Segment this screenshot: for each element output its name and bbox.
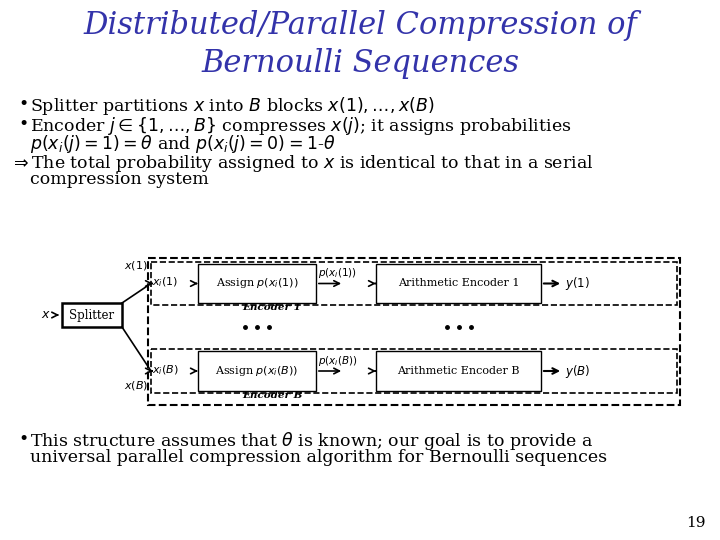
Text: Splitter: Splitter xyxy=(69,308,114,321)
Text: This structure assumes that $\theta$ is known; our goal is to provide a: This structure assumes that $\theta$ is … xyxy=(30,430,593,452)
Text: $\Rightarrow$The total probability assigned to $x$ is identical to that in a ser: $\Rightarrow$The total probability assig… xyxy=(10,153,593,174)
Text: •: • xyxy=(18,95,28,113)
Bar xyxy=(62,303,122,327)
Text: $p(x_i(B))$: $p(x_i(B))$ xyxy=(318,354,357,368)
Bar xyxy=(376,264,541,303)
Text: 19: 19 xyxy=(686,516,706,530)
Text: $x$: $x$ xyxy=(41,308,51,321)
Text: Arithmetic Encoder 1: Arithmetic Encoder 1 xyxy=(397,279,519,288)
Text: Assign $p(x_i(B))$: Assign $p(x_i(B))$ xyxy=(215,364,299,378)
Text: $x_i(B)$: $x_i(B)$ xyxy=(152,363,179,377)
Bar xyxy=(151,349,677,393)
Text: Encoder $j\in\{1,\ldots,B\}$ compresses $x(j)$; it assigns probabilities: Encoder $j\in\{1,\ldots,B\}$ compresses … xyxy=(30,115,572,137)
Text: compression system: compression system xyxy=(30,171,209,188)
Text: $x_i(1)$: $x_i(1)$ xyxy=(152,276,178,289)
Text: $y(B)$: $y(B)$ xyxy=(565,362,590,380)
Text: Bernoulli Sequences: Bernoulli Sequences xyxy=(201,48,519,79)
Text: Assign $p(x_i(1))$: Assign $p(x_i(1))$ xyxy=(216,276,298,291)
Text: Arithmetic Encoder B: Arithmetic Encoder B xyxy=(397,366,520,376)
Text: •: • xyxy=(18,115,28,133)
Text: •: • xyxy=(18,430,28,448)
Text: $p(x_i(1))$: $p(x_i(1))$ xyxy=(318,267,357,280)
Text: Encoder 1: Encoder 1 xyxy=(243,303,302,312)
Bar xyxy=(148,258,680,405)
Bar xyxy=(151,262,677,305)
Bar xyxy=(198,264,316,303)
Text: $x(B)$: $x(B)$ xyxy=(124,379,148,392)
Text: Splitter partitions $x$ into $B$ blocks $x(1),\ldots,x(B)$: Splitter partitions $x$ into $B$ blocks … xyxy=(30,95,434,117)
Bar xyxy=(376,351,541,391)
Text: Encoder B: Encoder B xyxy=(242,391,302,400)
Text: $x(1)$: $x(1)$ xyxy=(125,259,148,272)
Text: $p(x_i(j)=1)=\theta$ and $p(x_i(j)=0)=1$-$\theta$: $p(x_i(j)=1)=\theta$ and $p(x_i(j)=0)=1$… xyxy=(30,133,336,155)
Bar xyxy=(198,351,316,391)
Text: universal parallel compression algorithm for Bernoulli sequences: universal parallel compression algorithm… xyxy=(30,449,607,466)
Text: $y(1)$: $y(1)$ xyxy=(565,275,590,292)
Text: Distributed/Parallel Compression of: Distributed/Parallel Compression of xyxy=(83,10,637,41)
